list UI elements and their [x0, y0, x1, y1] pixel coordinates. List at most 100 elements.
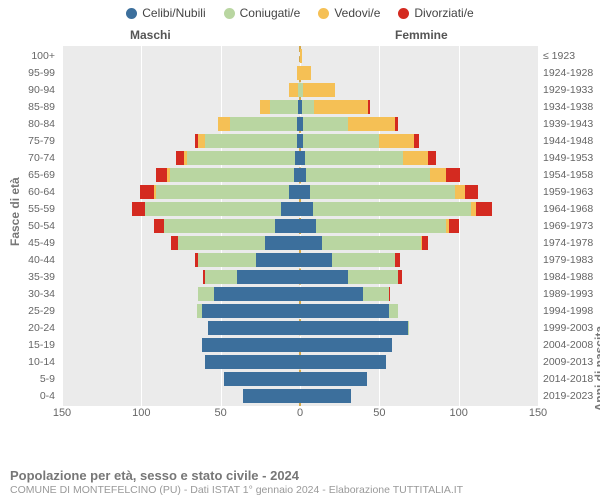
y-tick-age: 45-49	[0, 237, 55, 249]
y-tick-birth: 2014-2018	[543, 373, 600, 385]
y-tick-birth: 1924-1928	[543, 67, 600, 79]
bar-segment	[164, 219, 275, 233]
bar-segment	[260, 100, 270, 114]
pyramid-row	[62, 202, 538, 216]
title-block: Popolazione per età, sesso e stato civil…	[10, 468, 463, 496]
legend-swatch	[318, 8, 329, 19]
pyramid-row	[62, 287, 538, 301]
bar-segment	[230, 117, 297, 131]
y-axis-right-ticks: ≤ 19231924-19281929-19331934-19381939-19…	[538, 46, 600, 406]
bar-segment	[306, 168, 430, 182]
y-tick-age: 20-24	[0, 322, 55, 334]
pyramid-row	[62, 151, 538, 165]
bar-segment	[300, 389, 351, 403]
bar-segment	[243, 389, 300, 403]
gender-male-label: Maschi	[130, 28, 171, 42]
bar-segment	[476, 202, 492, 216]
bar-segment	[348, 270, 399, 284]
bar-segment	[408, 321, 410, 335]
bar-segment	[465, 185, 478, 199]
y-tick-birth: 1929-1933	[543, 84, 600, 96]
pyramid-row	[62, 304, 538, 318]
y-tick-birth: 1969-1973	[543, 220, 600, 232]
pyramid-row	[62, 321, 538, 335]
bar-segment	[265, 236, 300, 250]
bar-segment	[314, 100, 368, 114]
bar-segment	[305, 151, 403, 165]
legend-item: Divorziati/e	[398, 6, 473, 20]
bar-segment	[275, 219, 300, 233]
x-tick: 150	[53, 407, 71, 419]
bar-segment	[310, 185, 456, 199]
bar-segment	[202, 304, 300, 318]
plot-area	[62, 46, 538, 406]
bar-segment	[446, 168, 460, 182]
pyramid-row	[62, 100, 538, 114]
y-tick-age: 75-79	[0, 135, 55, 147]
bar-segment	[132, 202, 145, 216]
bar-segment	[289, 185, 300, 199]
legend-label: Coniugati/e	[240, 6, 301, 20]
y-tick-birth: 1954-1958	[543, 169, 600, 181]
bar-segment	[300, 372, 367, 386]
chart-title: Popolazione per età, sesso e stato civil…	[10, 468, 463, 483]
bar-segment	[156, 185, 289, 199]
y-tick-age: 30-34	[0, 288, 55, 300]
y-tick-age: 100+	[0, 50, 55, 62]
legend-label: Celibi/Nubili	[142, 6, 205, 20]
y-tick-age: 95-99	[0, 67, 55, 79]
x-tick: 100	[449, 407, 467, 419]
bar-segment	[300, 355, 386, 369]
legend-item: Coniugati/e	[224, 6, 301, 20]
y-tick-age: 10-14	[0, 356, 55, 368]
pyramid-row	[62, 83, 538, 97]
bar-segment	[156, 168, 167, 182]
pyramid-row	[62, 338, 538, 352]
y-tick-birth: 1989-1993	[543, 288, 600, 300]
bar-segment	[430, 168, 446, 182]
bar-segment	[300, 202, 313, 216]
y-tick-birth: 1934-1938	[543, 101, 600, 113]
y-tick-birth: 1959-1963	[543, 186, 600, 198]
bar-segment	[300, 66, 311, 80]
pyramid-row	[62, 253, 538, 267]
bar-segment	[198, 253, 255, 267]
bar-segment	[395, 253, 400, 267]
bar-segment	[316, 219, 446, 233]
bar-segment	[332, 253, 395, 267]
bar-segment	[198, 287, 214, 301]
bar-segment	[300, 253, 332, 267]
pyramid-row	[62, 219, 538, 233]
y-tick-age: 80-84	[0, 118, 55, 130]
y-tick-birth: 2004-2008	[543, 339, 600, 351]
pyramid-row	[62, 372, 538, 386]
bar-segment	[208, 321, 300, 335]
bar-segment	[422, 236, 428, 250]
y-tick-birth: 1974-1978	[543, 237, 600, 249]
y-tick-birth: 1999-2003	[543, 322, 600, 334]
bar-segment	[256, 253, 300, 267]
y-tick-age: 70-74	[0, 152, 55, 164]
bar-segment	[449, 219, 459, 233]
bar-segment	[178, 236, 265, 250]
y-tick-birth: 2009-2013	[543, 356, 600, 368]
x-tick: 150	[529, 407, 547, 419]
bar-segment	[303, 117, 347, 131]
bar-segment	[389, 287, 391, 301]
y-tick-birth: 1949-1953	[543, 152, 600, 164]
y-tick-age: 0-4	[0, 390, 55, 402]
x-tick: 50	[373, 407, 385, 419]
pyramid-row	[62, 168, 538, 182]
y-tick-age: 25-29	[0, 305, 55, 317]
bar-segment	[368, 100, 370, 114]
bar-segment	[414, 134, 419, 148]
bar-segment	[303, 83, 335, 97]
y-tick-birth: 1939-1943	[543, 118, 600, 130]
bar-segment	[395, 117, 398, 131]
bar-segment	[313, 202, 472, 216]
bar-segment	[348, 117, 396, 131]
bar-segment	[300, 219, 316, 233]
bar-segment	[322, 236, 420, 250]
pyramid-row	[62, 185, 538, 199]
x-tick: 50	[215, 407, 227, 419]
